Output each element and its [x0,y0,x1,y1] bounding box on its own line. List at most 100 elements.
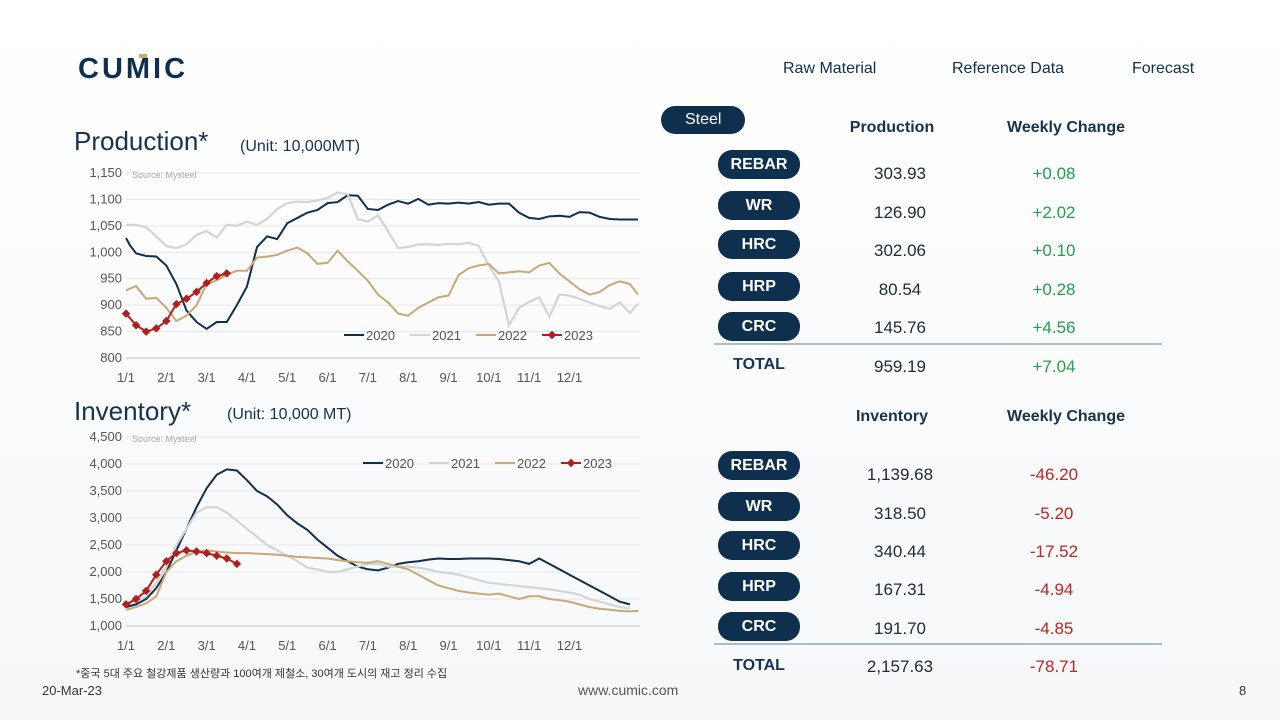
y-tick-label: 900 [100,297,122,312]
y-tick-label: 4,000 [89,456,122,471]
tab-raw-material[interactable]: Raw Material [783,60,877,77]
inventory-col-header: Inventory [855,408,928,425]
data-point-2023 [222,269,232,278]
data-point-2023 [162,556,171,566]
footnote: *중국 5대 주요 철강제품 생산량과 100여개 제철소, 30여개 도시의 … [76,668,448,680]
legend-label-2022: 2022 [517,456,546,471]
x-tick-label: 8/1 [399,370,417,385]
data-point-2023 [121,600,131,609]
y-tick-label: 1,000 [89,618,122,633]
x-tick-label: 12/1 [557,370,582,385]
inventory-total-label: TOTAL [733,657,785,674]
crc-production-value: 145.76 [874,318,926,337]
rebar-production-change: +0.08 [1032,164,1076,183]
y-tick-label: 950 [100,271,122,286]
crc-inv-badge: CRC [718,612,800,641]
inventory-chart: 1,000 1,500 2,000 2,500 3,000 3,500 4,000 4,500… [89,429,640,653]
chart-source: Source: Mysteel [132,170,197,180]
data-point-2023 [192,287,201,297]
x-tick-label: 10/1 [476,370,501,385]
data-point-2023 [162,316,171,326]
x-tick-label: 9/1 [439,370,457,385]
production-unit: (Unit: 10,000MT) [240,138,361,155]
rebar-inventory-value: 1,139.68 [866,465,934,484]
data-point-2023 [182,546,191,555]
wr-production-value: 126.90 [874,203,926,222]
legend-label-2022: 2022 [498,328,527,343]
series-line-2022 [125,246,639,323]
data-point-2023 [121,309,131,318]
logo-text: CUMIC [78,54,188,82]
y-tick-label: 1,150 [89,165,122,180]
wr-inventory-value: 318.50 [874,504,926,523]
inventory-total-change: -78.71 [1029,657,1079,676]
data-point-2023 [212,271,221,281]
data-point-2023 [151,570,161,579]
inventory-change-col-header: Weekly Change [1007,408,1125,425]
hrp-inventory-value: 167.31 [874,580,926,599]
series-line-2020 [125,194,638,331]
legend-label-2020: 2020 [366,328,395,343]
production-change-col-header: Weekly Change [1007,119,1125,136]
x-tick-label: 12/1 [557,638,582,653]
hrc-production-change: +0.10 [1032,241,1076,260]
hrp-production-value: 80.54 [878,280,922,299]
y-tick-label: 1,100 [89,191,122,206]
hrp-inventory-change: -4.94 [1034,580,1074,599]
y-tick-label: 1,500 [89,591,122,606]
production-title: Production* [74,126,209,156]
inventory-total-divider [714,643,1162,645]
x-tick-label: 3/1 [198,370,216,385]
x-tick-label: 2/1 [157,370,175,385]
crc-production-change: +4.56 [1032,318,1076,337]
x-tick-label: 11/1 [517,638,541,653]
y-tick-label: 4,500 [89,429,122,444]
website-link[interactable]: www.cumic.com [578,682,679,698]
legend-marker-2023 [547,330,557,340]
production-total-change: +7.04 [1032,357,1076,376]
data-point-2023 [232,559,242,569]
y-tick-label: 2,000 [89,564,122,579]
wr-inventory-change: -5.20 [1034,504,1074,523]
y-tick-label: 3,000 [89,510,122,525]
data-point-2023 [202,548,211,558]
tab-forecast[interactable]: Forecast [1132,60,1195,77]
rebar-production-value: 303.93 [874,164,926,183]
y-tick-label: 3,500 [89,483,122,498]
y-tick-label: 2,500 [89,537,122,552]
x-tick-label: 7/1 [359,638,377,653]
production-chart: 800 850 900 950 1,000 1,050 1,100 1,150 1/1 2/1 3/… [89,165,640,385]
data-point-2023 [172,299,181,309]
x-tick-label: 4/1 [238,370,256,385]
x-tick-label: 8/1 [399,638,417,653]
data-point-2023 [182,294,191,304]
legend-label-2021: 2021 [432,328,461,343]
tab-reference-data[interactable]: Reference Data [952,60,1065,77]
inventory-unit: (Unit: 10,000 MT) [227,406,352,423]
legend-label-2020: 2020 [385,456,414,471]
crc-badge: CRC [718,312,800,341]
wr-inv-badge: WR [718,492,800,521]
x-tick-label: 11/1 [517,370,541,385]
legend-label-2023: 2023 [583,456,612,471]
chart-source: Source: Mysteel [132,434,197,444]
page-number: 8 [1239,683,1247,698]
hrp-badge: HRP [718,272,800,301]
y-tick-label: 1,050 [89,218,122,233]
production-total-value: 959.19 [874,357,926,376]
x-tick-label: 7/1 [359,370,377,385]
x-tick-label: 4/1 [238,638,256,653]
series-line-2022 [125,549,639,613]
production-col-header: Production [849,119,935,136]
rebar-inv-badge: REBAR [718,451,800,480]
tab-steel[interactable]: Steel [661,106,746,134]
production-total-divider [714,343,1162,345]
x-tick-label: 10/1 [476,638,501,653]
legend-label-2023: 2023 [564,328,593,343]
series-line-2020 [125,468,631,609]
legend-marker-2023 [566,458,576,468]
y-tick-label: 800 [100,350,122,365]
y-tick-label: 1,000 [89,244,122,259]
x-tick-label: 2/1 [157,638,175,653]
